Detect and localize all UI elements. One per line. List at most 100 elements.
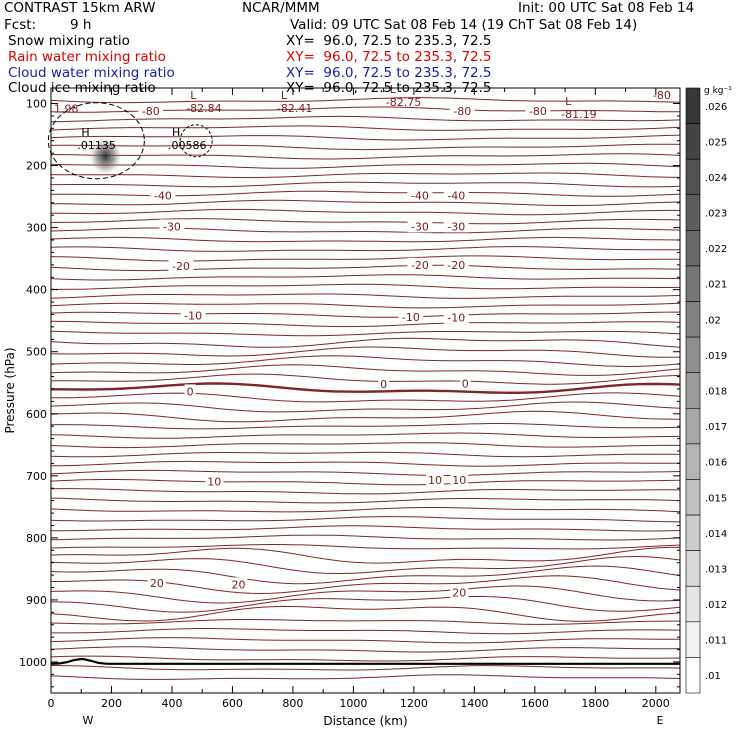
- extremum-value: -82.84: [186, 102, 221, 115]
- isotherm-line: [50, 488, 681, 495]
- contour-label-bg: [138, 103, 164, 117]
- isotherm-line: [50, 401, 681, 413]
- isotherm-line: [50, 274, 681, 281]
- colorbar-segment: [685, 158, 701, 196]
- colorbar-segment: [685, 301, 701, 338]
- colorbar-segment: [685, 657, 701, 694]
- colorbar-tick-label: .023: [705, 209, 727, 220]
- colorbar-segment: [685, 479, 701, 516]
- contour-label-bg: [443, 219, 469, 233]
- extremum-value: -81.19: [561, 108, 596, 121]
- contour-label-bg: [180, 308, 206, 322]
- contour-label-bg: [525, 103, 551, 117]
- isotherm-line: [51, 190, 681, 197]
- forecast-label: Fcst:: [4, 17, 37, 33]
- colorbar-tick-label: .012: [705, 600, 727, 611]
- contour-label: 10: [428, 474, 442, 487]
- x-tick-label: 0: [48, 697, 55, 710]
- colorbar-tick-label: .025: [705, 137, 727, 148]
- isotherm-line: [50, 264, 681, 272]
- contour-label-bg: [168, 259, 194, 273]
- x-tick-label: 1000: [339, 697, 367, 710]
- isotherm-line: [51, 181, 681, 188]
- isotherm-line: [50, 655, 681, 662]
- isotherm-line: [50, 293, 681, 299]
- isotherm-line: [50, 619, 680, 625]
- contour-label: -40: [154, 189, 172, 202]
- extremum-symbol: L: [190, 89, 197, 102]
- mixing-ratio-shading: [89, 138, 122, 175]
- extremum-symbol: L: [565, 95, 572, 108]
- x-end-label-west: W: [83, 714, 94, 727]
- isotherm-line: [50, 423, 681, 430]
- isotherm-line: [50, 320, 681, 328]
- colorbar-segment: [685, 585, 701, 623]
- extremum-value: .00586: [168, 139, 207, 152]
- contour-label: 10: [207, 475, 221, 488]
- isotherm-line: [50, 143, 681, 151]
- contour-label-bg: [443, 188, 469, 202]
- colorbar-segment: [685, 372, 701, 409]
- colorbar-segment: [685, 87, 701, 124]
- mixing-ratio-contour: [47, 102, 145, 180]
- colorbar-tick-label: .017: [705, 422, 727, 433]
- isotherm-line: [50, 497, 681, 504]
- y-tick-label: 300: [26, 222, 47, 235]
- contour-label-bg: [150, 188, 176, 202]
- contour-label: -80: [653, 89, 671, 102]
- y-axis-label: Pressure (hPa): [3, 347, 17, 433]
- contour-label: 0: [380, 378, 387, 391]
- y-tick-label: 200: [26, 160, 47, 173]
- isotherm-line: [50, 283, 681, 290]
- field-label-snow: Snow mixing ratio: [8, 33, 130, 49]
- isotherm-line: [50, 585, 681, 604]
- isotherm-line: [50, 555, 681, 574]
- isotherm-line: [50, 544, 681, 550]
- colorbar-segment: [685, 230, 701, 267]
- colorbar-segment: [685, 621, 701, 658]
- contour-label: 20: [231, 578, 245, 591]
- colorbar-tick-label: .016: [705, 458, 727, 469]
- colorbar-segment: [685, 123, 701, 160]
- y-tick-label: 500: [26, 346, 47, 359]
- isotherm-line: [50, 199, 681, 206]
- isotherm-line: [50, 451, 681, 458]
- field-label-cloud-ice: Cloud ice mixing ratio: [8, 80, 156, 96]
- isotherm-line: [51, 628, 681, 635]
- x-tick-label: 200: [101, 697, 122, 710]
- isotherm-line: [50, 516, 681, 523]
- colorbar-tick-label: .024: [705, 173, 727, 184]
- x-tick-label: 400: [161, 697, 182, 710]
- colorbar-tick-label: .014: [705, 529, 727, 540]
- plot-title: CONTRAST 15km ARW: [4, 0, 156, 16]
- isotherm-line: [51, 525, 681, 532]
- contour-label: -10: [402, 311, 420, 324]
- contour-label: 20: [150, 577, 164, 590]
- x-tick-label: 1600: [521, 697, 549, 710]
- colorbar-segment: [685, 443, 701, 480]
- contour-label-bg: [407, 257, 433, 271]
- contour-label-bg: [443, 310, 469, 324]
- isotherm-line: [51, 218, 681, 225]
- contour-label: -20: [172, 260, 190, 273]
- y-tick-label: 700: [26, 470, 47, 483]
- colorbar-segment: [685, 514, 701, 551]
- x-tick-label: 1400: [460, 697, 488, 710]
- y-tick-label: 1000: [19, 656, 47, 669]
- isotherm-line: [50, 460, 681, 467]
- isotherm-line: [50, 410, 681, 423]
- colorbar-segment: [685, 407, 701, 445]
- isotherm-line: [50, 346, 681, 358]
- colorbar-segment: [685, 194, 701, 231]
- x-end-label-east: E: [657, 714, 664, 727]
- field-xy-rain: XY= 96.0, 72.5 to 235.3, 72.5: [286, 49, 492, 65]
- init-time: Init: 00 UTC Sat 08 Feb 14: [518, 0, 695, 16]
- isotherm-line: [50, 337, 681, 348]
- contour-label: -40: [447, 189, 465, 202]
- isotherm-line: [50, 605, 681, 622]
- contour-label: -80: [142, 105, 160, 118]
- isotherm-line: [50, 373, 681, 385]
- isotherm-line: [50, 208, 681, 216]
- plot-frame: [50, 87, 681, 694]
